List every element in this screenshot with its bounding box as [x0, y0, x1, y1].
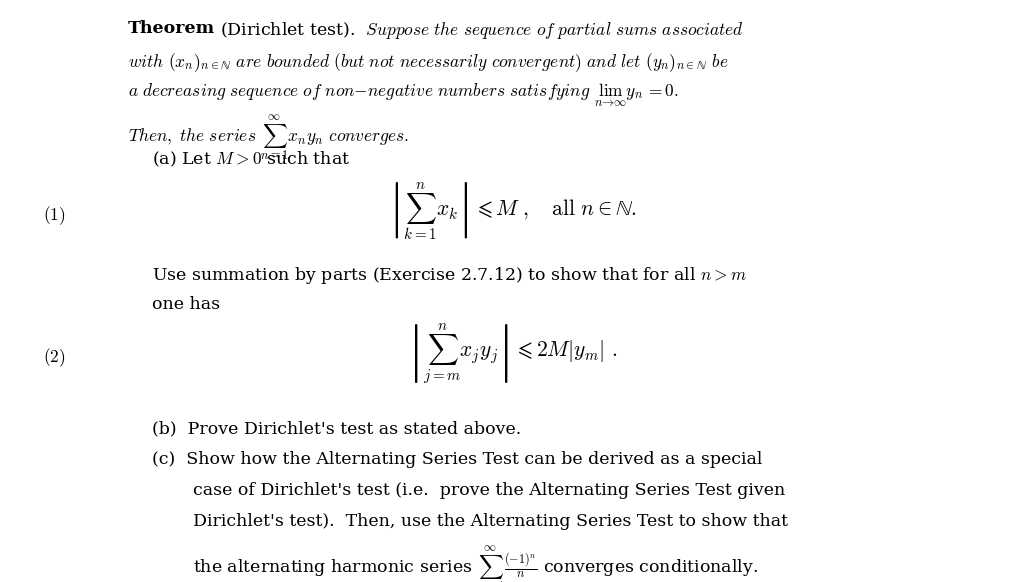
- Text: $(2)$: $(2)$: [43, 346, 66, 370]
- Text: the alternating harmonic series $\sum_{n=1}^{\infty} \frac{(-1)^n}{n}$ converges: the alternating harmonic series $\sum_{n…: [193, 544, 758, 582]
- Text: $(1)$: $(1)$: [43, 204, 66, 227]
- Text: (b)  Prove Dirichlet's test as stated above.: (b) Prove Dirichlet's test as stated abo…: [152, 420, 521, 437]
- Text: Theorem: Theorem: [128, 20, 215, 37]
- Text: case of Dirichlet's test (i.e.  prove the Alternating Series Test given: case of Dirichlet's test (i.e. prove the…: [193, 482, 784, 499]
- Text: (a) Let $M > 0$ such that: (a) Let $M > 0$ such that: [152, 150, 350, 169]
- Text: $\left|\sum_{k=1}^{n} x_k\right| \leqslant M\ ,\quad \mathrm{all}\ n \in \mathbb: $\left|\sum_{k=1}^{n} x_k\right| \leqsla…: [387, 180, 637, 242]
- Text: Use summation by parts (Exercise 2.7.12) to show that for all $n > m$: Use summation by parts (Exercise 2.7.12)…: [152, 265, 746, 286]
- Text: $\it{a\ decreasing\ sequence\ of\ non{-}negative\ numbers\ satisfying}$ $\lim_{n: $\it{a\ decreasing\ sequence\ of\ non{-}…: [128, 82, 679, 109]
- Text: (c)  Show how the Alternating Series Test can be derived as a special: (c) Show how the Alternating Series Test…: [152, 451, 762, 468]
- Text: $\it{with}$ $(x_n)_{n\in\mathbb{N}}$ $\it{are\ bounded\ (but\ not\ necessarily\ : $\it{with}$ $(x_n)_{n\in\mathbb{N}}$ $\i…: [128, 51, 728, 74]
- Text: (Dirichlet test).  $\it{Suppose\ the\ sequence\ of\ partial\ sums\ associated}$: (Dirichlet test). $\it{Suppose\ the\ seq…: [220, 20, 743, 41]
- Text: Dirichlet's test).  Then, use the Alternating Series Test to show that: Dirichlet's test). Then, use the Alterna…: [193, 513, 787, 530]
- Text: one has: one has: [152, 296, 220, 313]
- Text: $\it{Then,\ the\ series}$ $\sum_{n=1}^{\infty} x_n y_n$ $\it{converges.}$: $\it{Then,\ the\ series}$ $\sum_{n=1}^{\…: [128, 113, 409, 162]
- Text: $\left|\sum_{j=m}^{n} x_j y_j\right| \leqslant 2M|y_m|\ .$: $\left|\sum_{j=m}^{n} x_j y_j\right| \le…: [407, 321, 617, 385]
